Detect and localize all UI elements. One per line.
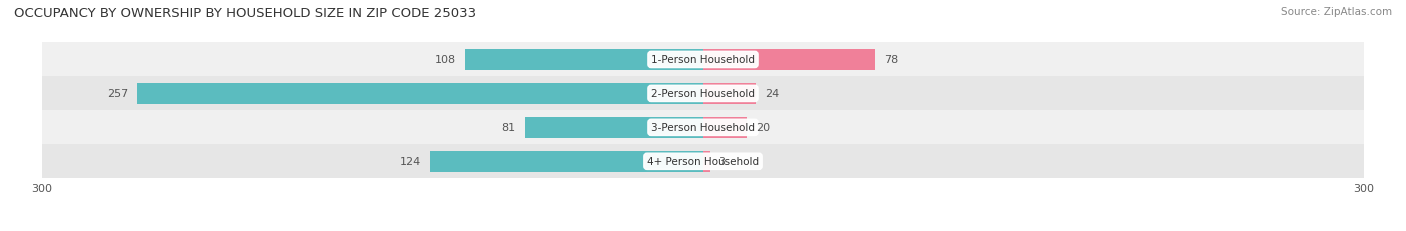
Text: 20: 20 <box>756 123 770 133</box>
Text: 2-Person Household: 2-Person Household <box>651 89 755 99</box>
Bar <box>465 50 703 71</box>
Bar <box>430 151 703 172</box>
Bar <box>42 111 1364 145</box>
Bar <box>42 77 1364 111</box>
Text: 78: 78 <box>883 55 898 65</box>
Text: 24: 24 <box>765 89 779 99</box>
Text: Source: ZipAtlas.com: Source: ZipAtlas.com <box>1281 7 1392 17</box>
Bar <box>703 83 756 104</box>
Text: 3: 3 <box>718 157 725 167</box>
Bar <box>136 83 703 104</box>
Bar <box>42 43 1364 77</box>
Bar <box>703 50 875 71</box>
Text: 4+ Person Household: 4+ Person Household <box>647 157 759 167</box>
Text: 81: 81 <box>502 123 516 133</box>
Bar <box>42 145 1364 179</box>
Text: OCCUPANCY BY OWNERSHIP BY HOUSEHOLD SIZE IN ZIP CODE 25033: OCCUPANCY BY OWNERSHIP BY HOUSEHOLD SIZE… <box>14 7 477 20</box>
Text: 1-Person Household: 1-Person Household <box>651 55 755 65</box>
Text: 124: 124 <box>399 157 420 167</box>
Bar <box>524 117 703 138</box>
Bar <box>703 117 747 138</box>
Bar <box>703 151 710 172</box>
Text: 257: 257 <box>107 89 128 99</box>
Text: 108: 108 <box>436 55 457 65</box>
Text: 3-Person Household: 3-Person Household <box>651 123 755 133</box>
